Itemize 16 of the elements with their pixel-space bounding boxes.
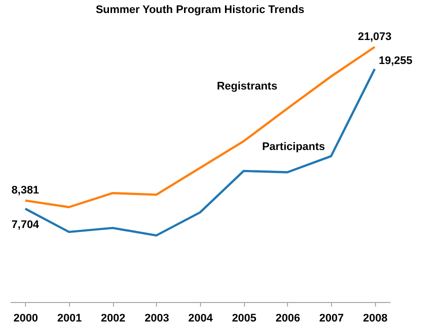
x-tick-label: 2005 (232, 312, 256, 324)
data-label: 21,073 (358, 31, 392, 43)
x-tick-label: 2008 (362, 312, 388, 324)
x-tick-label: 2003 (144, 312, 170, 324)
x-tick-label: 2001 (57, 312, 82, 324)
x-tick-label: 2000 (14, 312, 38, 324)
series-label: Participants (262, 141, 326, 154)
series-label: Registrants (216, 80, 278, 93)
x-tick-label: 2004 (188, 312, 214, 324)
chart-title: Summer Youth Program Historic Trends (96, 4, 304, 16)
data-label: 19,255 (378, 55, 412, 67)
data-label: 8,381 (12, 184, 40, 197)
x-tick-label: 2007 (319, 312, 344, 324)
data-label: 7,704 (12, 218, 40, 231)
x-tick-label: 2002 (100, 312, 126, 324)
x-tick-label: 2006 (276, 312, 300, 324)
